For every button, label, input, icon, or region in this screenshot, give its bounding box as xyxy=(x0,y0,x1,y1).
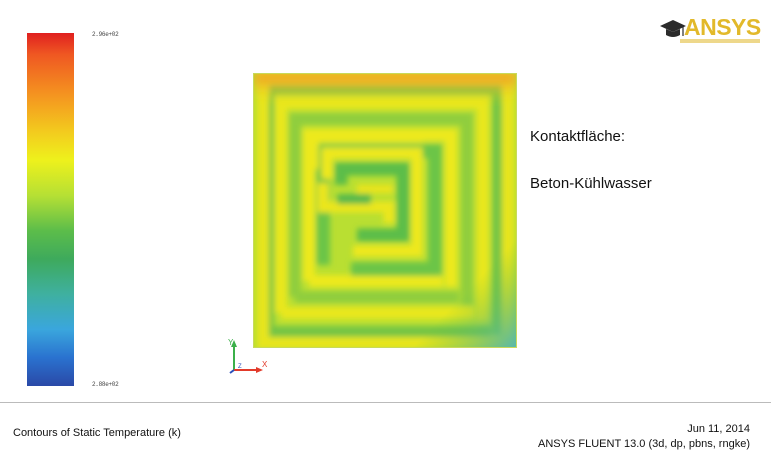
axis-x-label: X xyxy=(262,360,268,369)
colorbar-max-label: 2.96e+02 xyxy=(92,31,119,38)
annotation-concrete-coolant: Beton-Kühlwasser xyxy=(530,175,652,192)
axis-z-label: Z xyxy=(238,364,242,370)
temperature-contour-plot xyxy=(253,73,517,348)
viewport-caption-bar: Contours of Static Temperature (k) Jun 1… xyxy=(0,402,771,460)
axis-triad: Y X Z xyxy=(228,338,268,374)
logo-tagline xyxy=(680,39,760,43)
ansys-logo: ANSYS xyxy=(660,14,761,48)
graphics-window[interactable]: 2.96e+02 2.88e+02 xyxy=(0,0,771,402)
solver-version: ANSYS FLUENT 13.0 (3d, dp, pbns, rngke) xyxy=(538,438,750,450)
temperature-colorbar xyxy=(27,33,74,386)
graduation-cap-icon xyxy=(660,20,686,37)
colorbar-min-label: 2.88e+02 xyxy=(92,381,119,388)
plot-date: Jun 11, 2014 xyxy=(687,423,750,435)
annotation-contact-surface: Kontaktfläche: xyxy=(530,128,626,145)
axis-y-label: Y xyxy=(228,338,234,347)
logo-text: ANSYS xyxy=(684,14,761,40)
colorbar-labels: 2.96e+02 2.88e+02 xyxy=(92,32,144,388)
plot-caption: Contours of Static Temperature (k) xyxy=(13,427,181,439)
